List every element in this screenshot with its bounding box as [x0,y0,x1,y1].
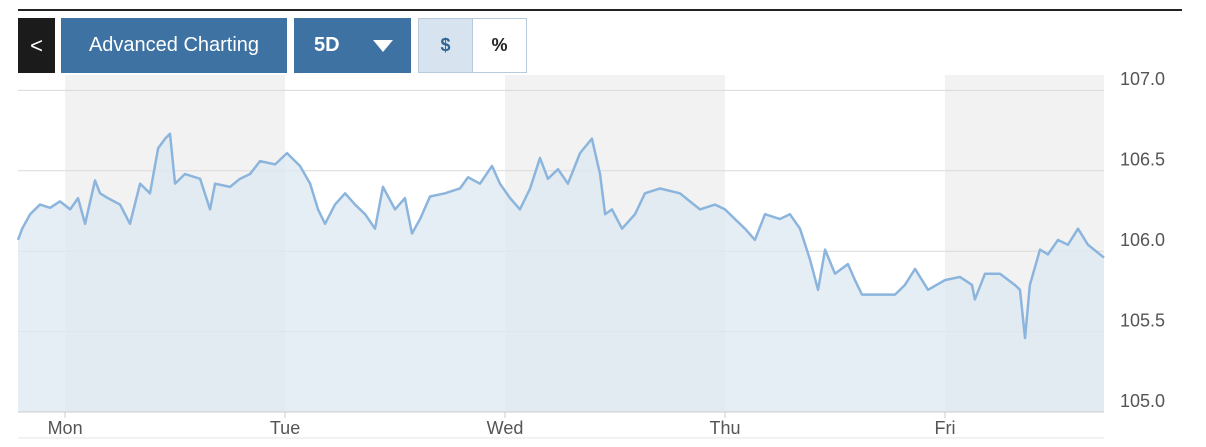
area [18,133,1104,413]
x-tick-label: Wed [487,418,524,438]
back-button[interactable]: < [18,18,55,73]
line [16,132,1105,340]
y-tick-label: 105.5 [1120,310,1165,330]
y-tick-label: 107.0 [1120,69,1165,89]
y-tick-label: 105.0 [1120,391,1165,411]
x-tick-label: Thu [709,418,740,438]
y-tick-label: 106.0 [1120,230,1165,250]
x-tick-label: Fri [934,418,955,438]
range-dropdown[interactable]: 5D [294,18,411,73]
range-label: 5D [314,34,340,56]
dropdown-arrow [373,40,393,52]
percent-toggle[interactable]: % [472,18,527,73]
currency-toggle[interactable]: $ [418,18,473,73]
advanced-charting-button[interactable]: Advanced Charting [61,18,287,73]
x-tick-label: Tue [270,418,300,438]
x-tick-label: Mon [48,418,83,438]
y-tick-label: 106.5 [1120,150,1165,170]
